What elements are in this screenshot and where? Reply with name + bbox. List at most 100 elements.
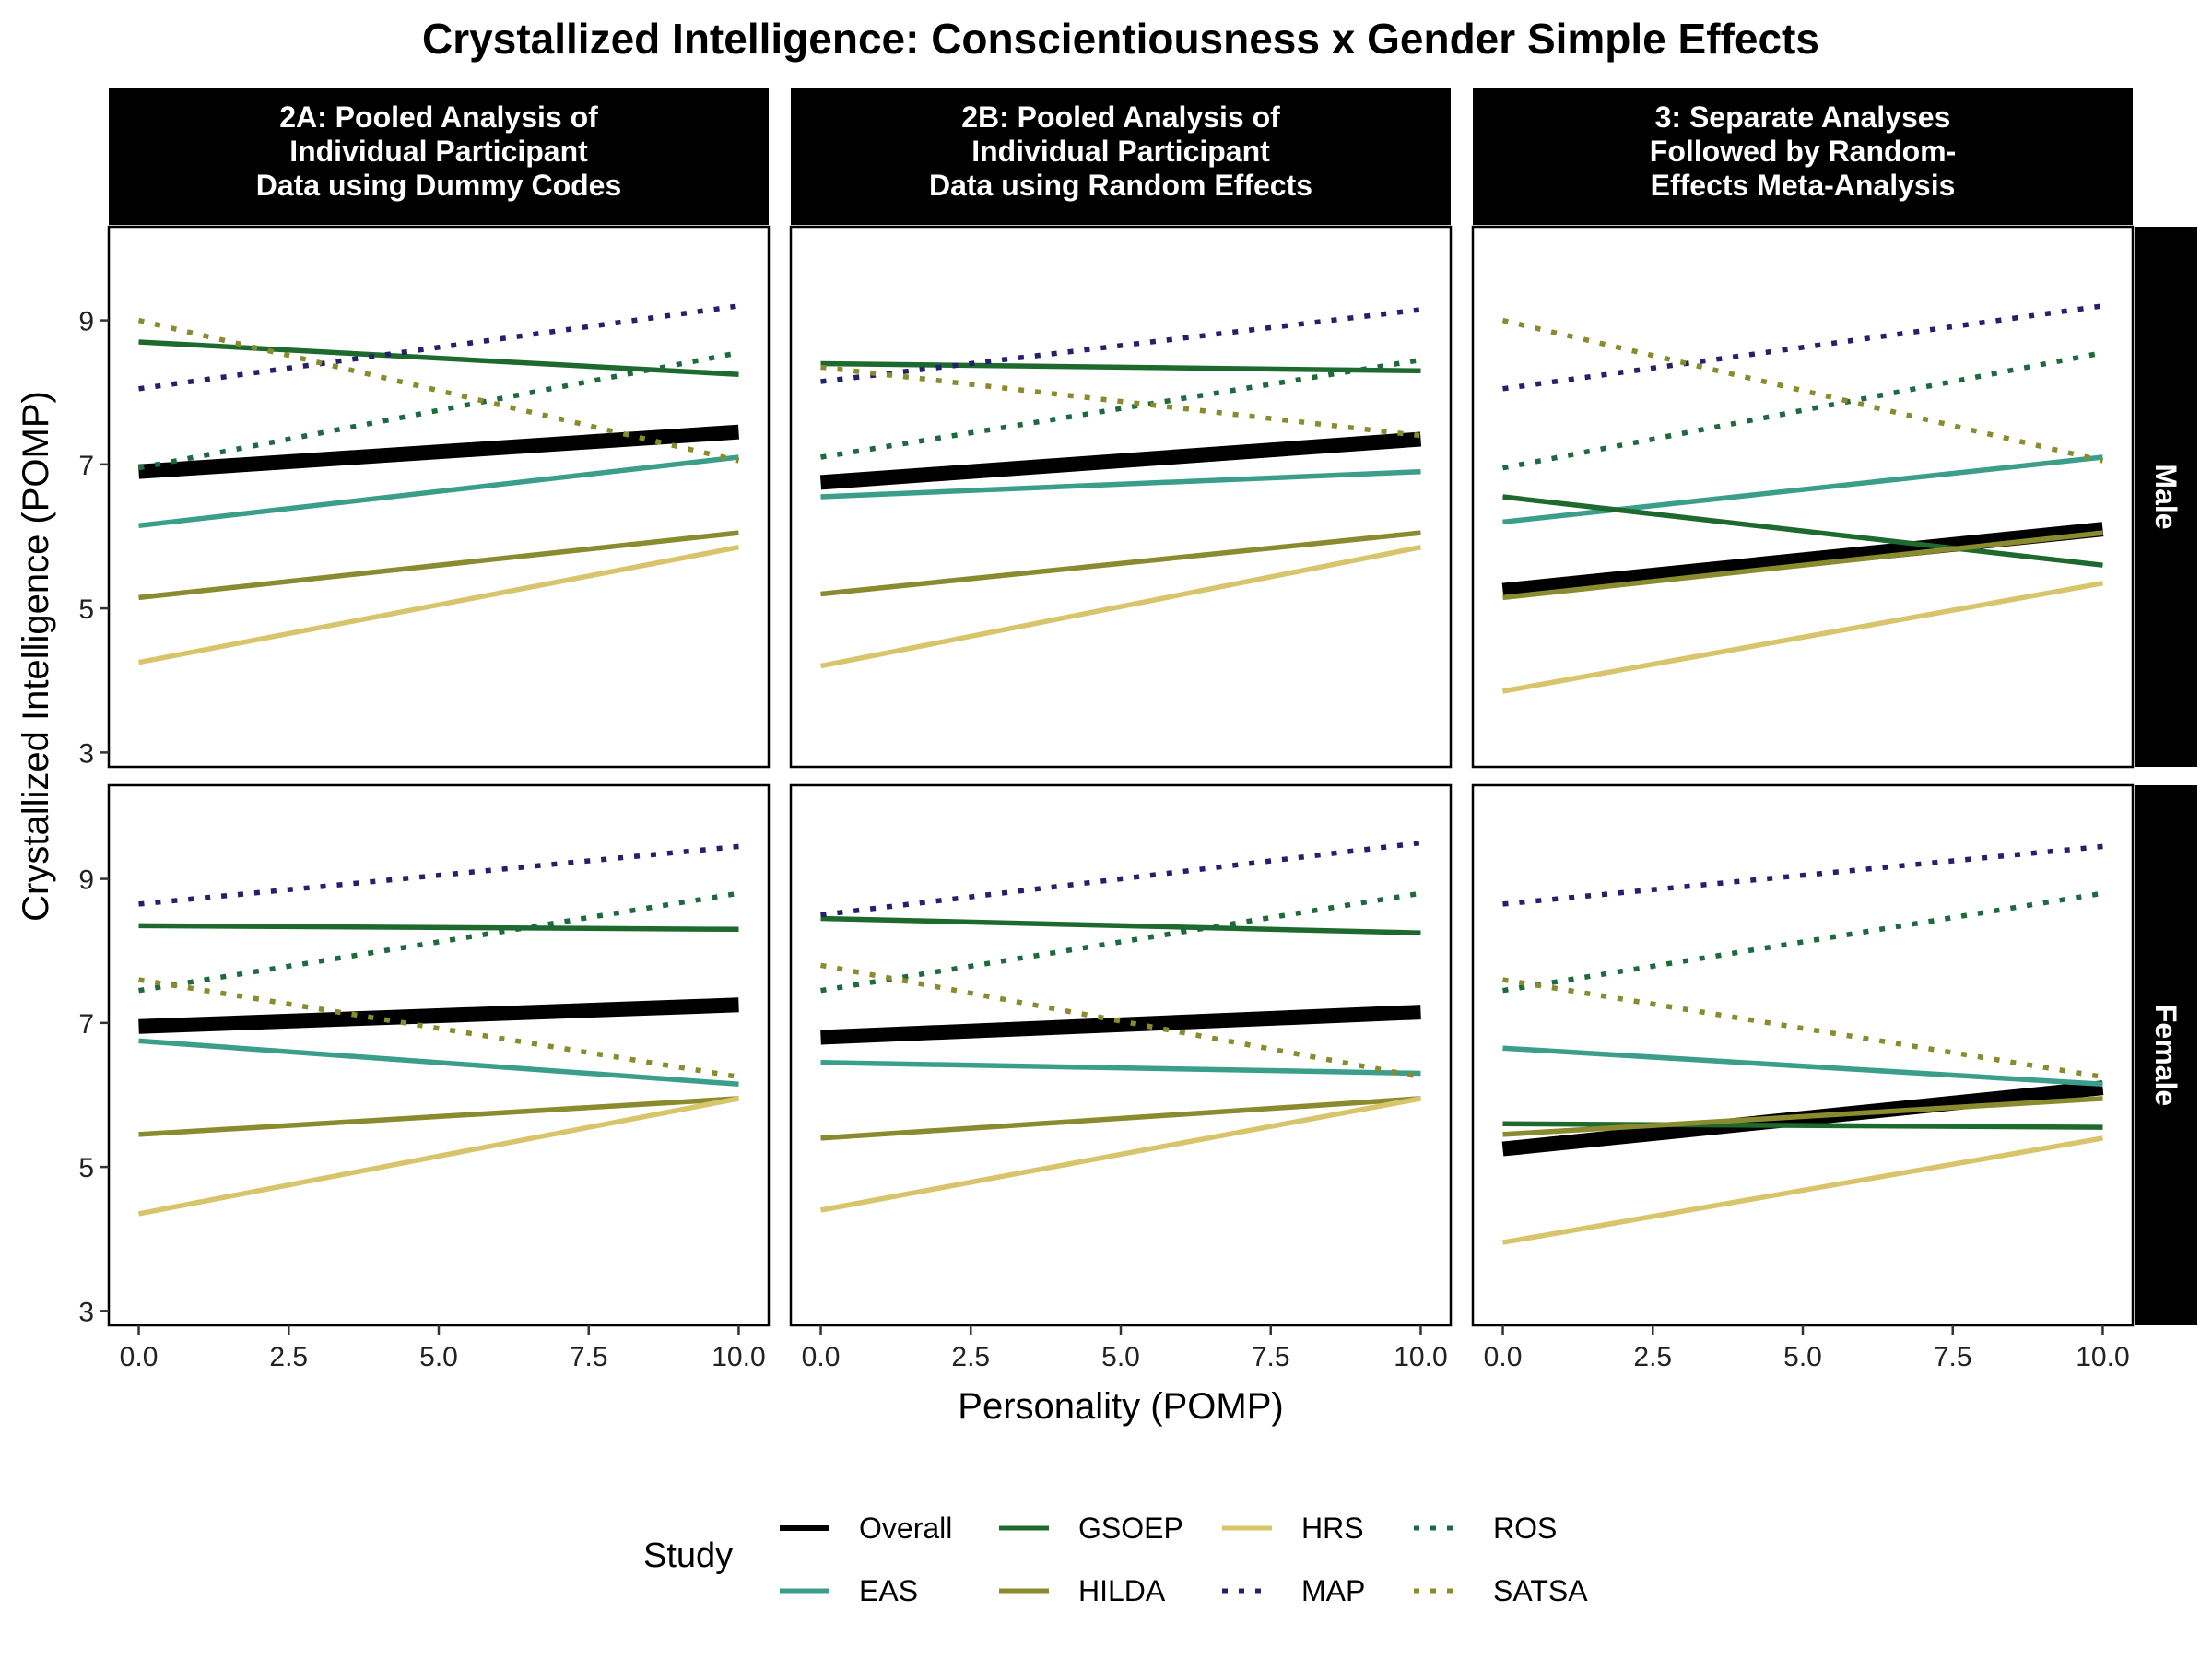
series-line-hilda: [1502, 1096, 2103, 1137]
series-line-hilda: [1502, 530, 2103, 601]
panel-border: [107, 225, 771, 769]
series-line-overall: [819, 431, 1422, 490]
legend-label: HILDA: [1078, 1574, 1166, 1607]
legend-label: HRS: [1301, 1512, 1364, 1545]
x-tick-label: 2.5: [951, 1342, 990, 1372]
legend-label: EAS: [859, 1574, 918, 1607]
plot-area: 2A: Pooled Analysis of Individual Partici…: [78, 88, 2197, 1372]
column-strip-label: 2B: Pooled Analysis of: [961, 100, 1280, 134]
series-line-eas: [820, 1060, 1421, 1077]
column-strip: [1473, 88, 2133, 225]
panel-background: [1473, 785, 2133, 1325]
series-line-overall: [138, 997, 739, 1034]
x-tick-label: 5.0: [419, 1342, 458, 1372]
panel: [789, 225, 1453, 769]
row-strip-label: Female: [2149, 1005, 2183, 1106]
legend-label: GSOEP: [1078, 1512, 1183, 1545]
panel: [1471, 783, 2135, 1327]
y-tick-label: 9: [78, 865, 94, 896]
x-tick-label: 7.5: [1252, 1342, 1290, 1372]
series-line-hrs: [819, 1096, 1422, 1213]
column-strip-label: Followed by Random-: [1650, 135, 1956, 168]
series-line-satsa: [138, 977, 739, 1080]
series-line-eas: [820, 468, 1421, 500]
y-tick-label: 7: [78, 451, 94, 481]
series-line-hrs: [137, 1096, 740, 1217]
series-line-ros: [820, 890, 1421, 994]
series-line-overall: [820, 1005, 1421, 1045]
y-tick-label: 3: [78, 1297, 94, 1327]
column-strip-label: 3: Separate Analyses: [1655, 100, 1951, 134]
series-line-satsa: [819, 962, 1422, 1080]
series-line-map: [820, 307, 1421, 384]
series-line-ros: [820, 357, 1421, 460]
chart-title: Crystallized Intelligence: Conscientious…: [422, 15, 1819, 63]
series-line-ros: [1501, 349, 2104, 471]
column-strip-label: 2A: Pooled Analysis of: [279, 100, 598, 134]
y-tick-label: 5: [78, 594, 94, 625]
panel-background: [109, 785, 769, 1325]
x-tick-label: 10.0: [712, 1342, 765, 1372]
legend-label: MAP: [1301, 1574, 1365, 1607]
panel-background: [109, 227, 769, 767]
series-line-gsoep: [1502, 1121, 2103, 1130]
series-line-ros: [138, 890, 739, 994]
panel: [107, 783, 771, 1327]
legend: Study Overall GSOEP HRS ROS EAS HILDA MAP SATSA: [643, 1512, 1588, 1607]
row-strip: [2135, 785, 2197, 1325]
column-strip-label: Effects Meta-Analysis: [1651, 169, 1956, 202]
x-tick-label: 7.5: [570, 1342, 608, 1372]
x-tick-label: 5.0: [1101, 1342, 1140, 1372]
x-tick-label: 0.0: [802, 1342, 841, 1372]
series-line-hilda: [138, 1096, 739, 1137]
row-strip: [2135, 227, 2197, 767]
series-line-overall: [1501, 522, 2104, 598]
series-line-gsoep: [820, 360, 1421, 374]
panel-background: [791, 785, 1451, 1325]
series-line-eas: [138, 454, 739, 529]
column-strip-label: Data using Dummy Codes: [256, 169, 622, 202]
legend-label: ROS: [1493, 1512, 1557, 1545]
series-line-ros: [1502, 890, 2103, 994]
legend-title: Study: [643, 1536, 733, 1575]
series-line-hrs: [1502, 581, 2103, 694]
x-tick-label: 0.0: [1484, 1342, 1523, 1372]
panel-background: [791, 227, 1451, 767]
x-tick-label: 2.5: [1633, 1342, 1672, 1372]
series-line-map: [820, 840, 1421, 918]
column-strip-label: Individual Participant: [971, 135, 1270, 168]
series-line-gsoep: [820, 915, 1421, 935]
y-tick-label: 3: [78, 738, 94, 769]
y-tick-label: 5: [78, 1153, 94, 1183]
panel-border: [789, 225, 1453, 769]
series-line-map: [138, 843, 739, 907]
x-tick-label: 7.5: [1934, 1342, 1972, 1372]
series-line-eas: [138, 1038, 739, 1088]
series-line-eas: [1502, 454, 2103, 525]
series-line-overall: [137, 424, 740, 479]
series-line-satsa: [1502, 977, 2103, 1080]
x-tick-label: 0.0: [120, 1342, 159, 1372]
series-line-map: [1502, 843, 2103, 907]
series-line-satsa: [820, 364, 1421, 439]
column-strip: [109, 88, 769, 225]
y-tick-label: 9: [78, 307, 94, 337]
y-axis-title: Crystallized Intelligence (POMP): [16, 391, 56, 922]
series-line-hrs: [819, 545, 1422, 669]
legend-label: Overall: [859, 1512, 952, 1545]
series-line-hilda: [820, 530, 1421, 597]
legend-label: SATSA: [1493, 1574, 1588, 1607]
series-line-hilda: [820, 1096, 1421, 1141]
series-line-ros: [137, 349, 740, 471]
column-strip: [791, 88, 1451, 225]
series-line-gsoep: [138, 339, 739, 377]
row-strip-label: Male: [2149, 464, 2183, 529]
panel: [1471, 225, 2135, 769]
series-line-gsoep: [1502, 494, 2103, 568]
series-line-gsoep: [138, 923, 739, 933]
panel-border: [1471, 225, 2135, 769]
column-strip-label: Data using Random Effects: [929, 169, 1312, 202]
series-line-hrs: [1502, 1135, 2103, 1245]
series-line-hilda: [138, 530, 739, 601]
